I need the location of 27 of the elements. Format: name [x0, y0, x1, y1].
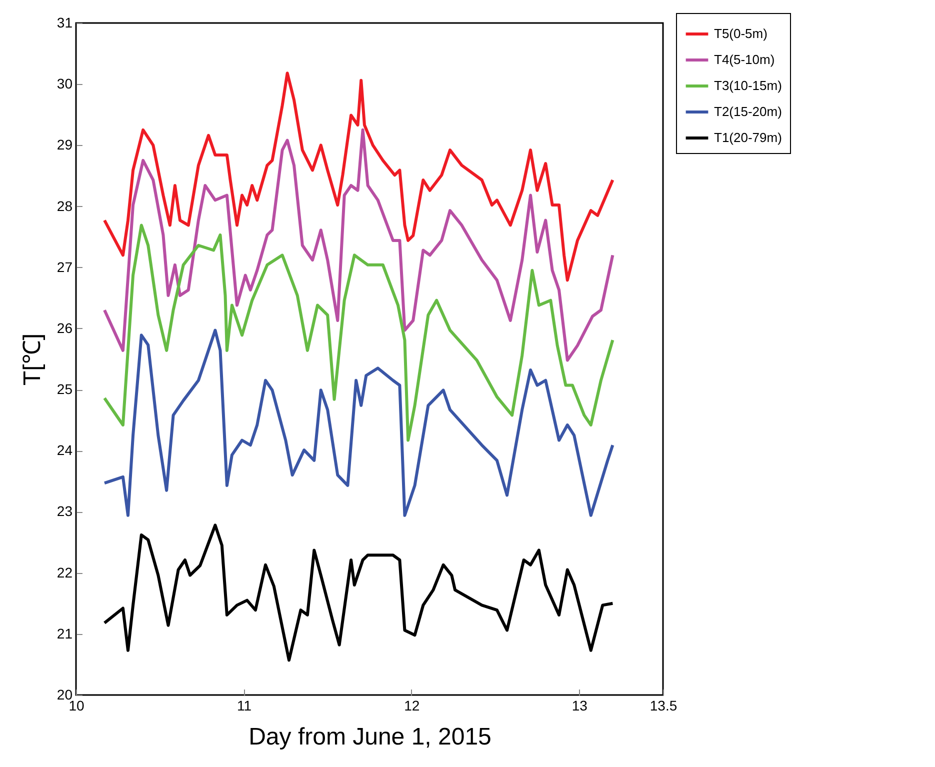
- y-tick-label: 31: [56, 14, 73, 30]
- line-series: [103, 224, 614, 442]
- legend-label: T5(0-5m): [714, 26, 768, 41]
- y-tick-label: 25: [56, 381, 73, 398]
- y-tick-label: 29: [56, 136, 73, 153]
- y-tick-label: 28: [56, 198, 73, 214]
- x-tick-label: 12: [404, 698, 420, 714]
- y-tick-label: 27: [56, 258, 73, 275]
- y-tick-label: 24: [56, 442, 73, 458]
- legend-label: T4(5-10m): [714, 52, 775, 67]
- y-tick-label: 21: [56, 625, 73, 642]
- y-tick-label: 23: [56, 503, 73, 520]
- legend-label: T1(20-79m): [714, 130, 782, 145]
- line-series: [103, 128, 614, 362]
- line-series: [103, 328, 614, 517]
- x-axis-title: Day from June 1, 2015: [248, 724, 492, 750]
- x-tick-label: 13: [572, 698, 588, 714]
- legend-label: T3(10-15m): [714, 78, 782, 93]
- y-axis-title: T[℃]: [18, 334, 46, 386]
- x-tick-label: 13.5: [650, 698, 678, 714]
- line-series: [103, 524, 614, 662]
- y-tick-label: 30: [56, 76, 73, 92]
- legend-label: T2(15-20m): [714, 104, 782, 119]
- x-tick-label: 11: [236, 698, 252, 714]
- y-tick-label: 26: [56, 320, 73, 336]
- line-series: [103, 72, 614, 282]
- y-tick-label: 22: [56, 564, 73, 580]
